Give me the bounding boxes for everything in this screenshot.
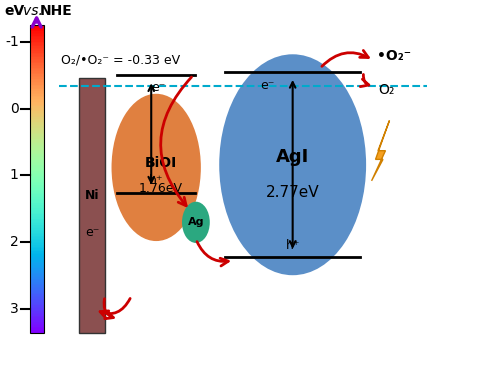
- Text: Ag: Ag: [188, 217, 204, 227]
- Ellipse shape: [219, 54, 366, 275]
- Text: -1: -1: [5, 35, 18, 49]
- Polygon shape: [372, 121, 390, 181]
- Text: h⁺: h⁺: [286, 239, 300, 252]
- Text: Ni: Ni: [85, 189, 100, 202]
- Text: 2: 2: [10, 236, 18, 249]
- Ellipse shape: [112, 94, 201, 241]
- Text: e⁻: e⁻: [260, 79, 275, 92]
- Text: h⁺: h⁺: [149, 174, 164, 187]
- Text: 2.77eV: 2.77eV: [266, 185, 320, 200]
- Text: O₂/•O₂⁻ = -0.33 eV: O₂/•O₂⁻ = -0.33 eV: [61, 54, 180, 67]
- Text: O₂: O₂: [378, 83, 395, 97]
- Text: 0: 0: [10, 102, 18, 115]
- Bar: [80, 78, 105, 333]
- Text: •O₂⁻: •O₂⁻: [377, 49, 411, 63]
- Text: NHE: NHE: [40, 4, 72, 19]
- Text: AgI: AgI: [276, 148, 310, 166]
- Text: vs.: vs.: [23, 4, 43, 19]
- Text: eV: eV: [5, 4, 25, 19]
- Bar: [30, 25, 44, 333]
- Text: 1.76eV: 1.76eV: [139, 183, 183, 196]
- Text: e⁻: e⁻: [85, 226, 100, 239]
- Text: BiOI: BiOI: [145, 157, 178, 170]
- Text: 3: 3: [10, 302, 18, 316]
- Ellipse shape: [182, 202, 210, 243]
- Text: e⁻: e⁻: [152, 81, 166, 93]
- Text: 1: 1: [10, 168, 18, 183]
